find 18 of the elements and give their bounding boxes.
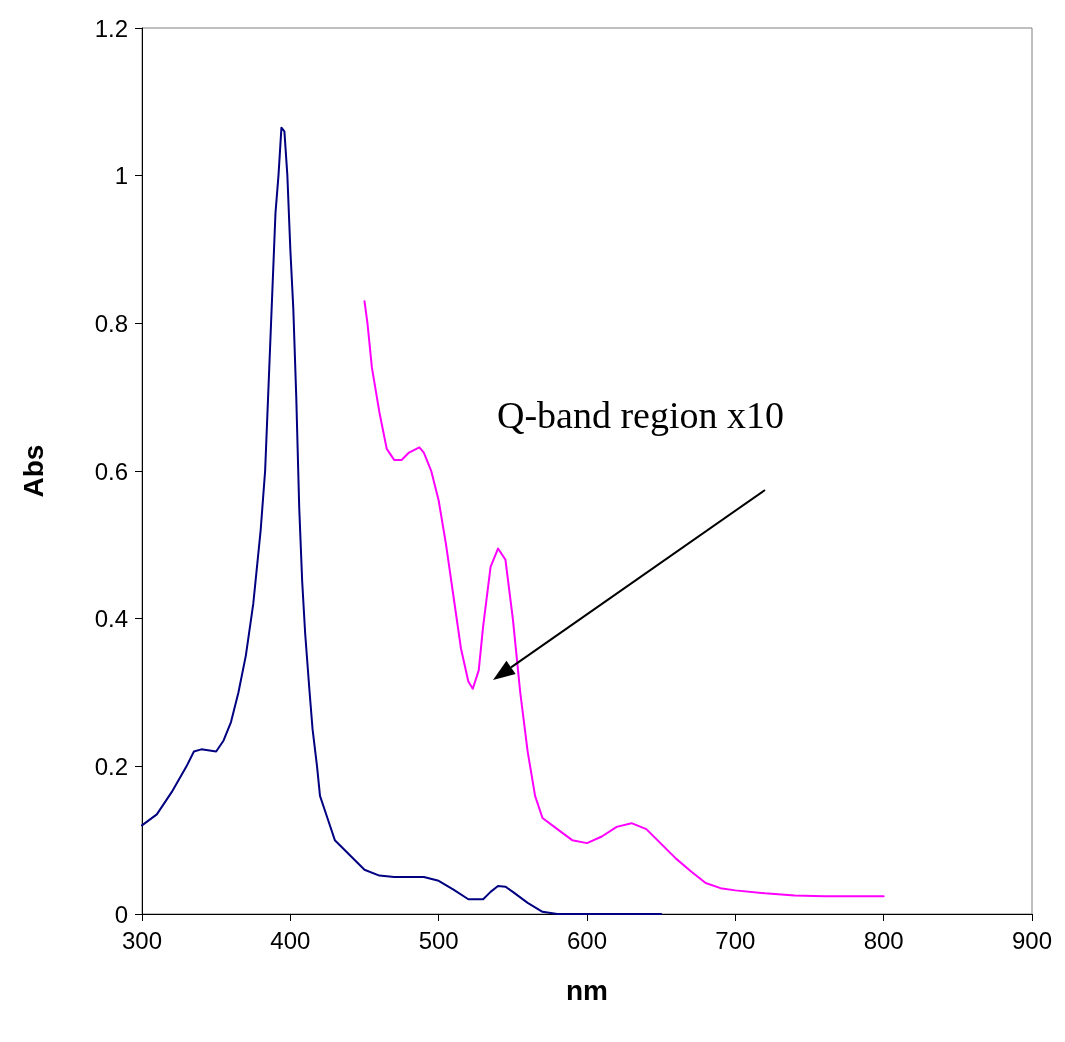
y-tick-label: 0.6 (94, 457, 128, 485)
line-series (363, 300, 885, 898)
y-tick-label: 0.8 (94, 309, 128, 337)
x-tick-label: 800 (863, 926, 904, 954)
y-tick-label: 0.2 (94, 752, 128, 780)
x-tick-label: 400 (270, 926, 311, 954)
x-tick-label: 900 (1011, 926, 1053, 954)
y-tick-label: 0.4 (94, 605, 128, 633)
annotation: Q-band region x10 (497, 393, 785, 437)
x-tick-label: 300 (121, 926, 163, 954)
y-tick-label: 1 (114, 162, 128, 190)
y-tick-label: 1.2 (94, 14, 128, 42)
y-tick-label: 0 (114, 900, 128, 928)
x-tick-label: 700 (715, 926, 756, 954)
y-axis-title: Abs (17, 444, 49, 498)
x-axis-title: nm (566, 974, 608, 1006)
x-tick-label: 600 (566, 926, 608, 954)
x-tick-label: 500 (418, 926, 459, 954)
